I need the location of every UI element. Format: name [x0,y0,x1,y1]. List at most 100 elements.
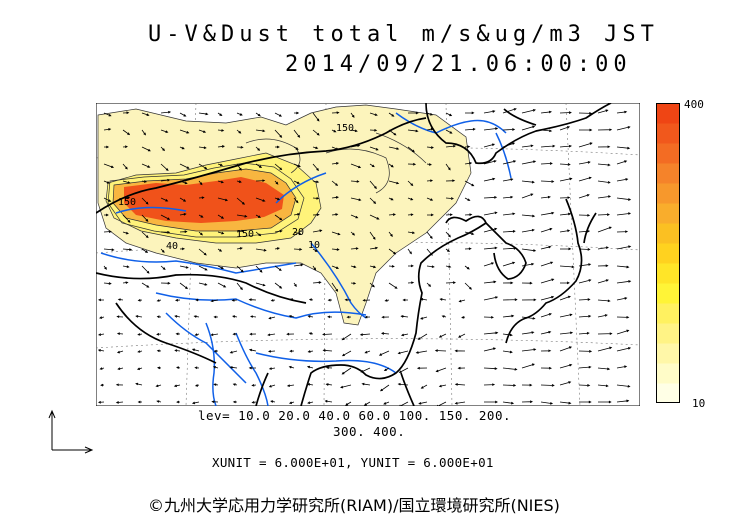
wind-arrow [416,366,428,370]
wind-arrow [156,332,162,336]
wind-arrow [502,108,517,114]
wind-arrow [198,231,203,236]
wind-arrow [616,280,632,284]
wind-arrow [306,365,314,369]
wind-arrow [420,297,428,301]
wind-arrow [194,366,200,370]
colorbar-cell [656,243,680,264]
wind-arrow [559,363,573,369]
colorbar-cell [656,343,680,364]
wind-arrow [160,129,169,133]
wind-arrow [137,350,143,353]
wind-arrow [217,197,229,202]
wind-arrow [540,227,553,233]
wind-arrow [407,162,417,166]
wind-arrow [436,401,447,406]
wind-arrow [231,298,238,302]
wind-arrow [445,129,453,134]
wind-arrow [160,230,171,234]
wind-arrow [597,180,611,184]
wind-arrow [369,214,380,220]
wind-arrow [293,282,297,287]
wind-arrow [117,367,124,371]
wind-arrow [217,112,223,117]
wind-arrow [156,299,162,302]
wind-arrow [540,278,555,284]
wind-arrow [141,129,147,136]
wind-arrow [464,213,473,216]
wind-arrow [268,316,276,320]
wind-arrow [388,213,396,216]
wind-arrow [251,383,257,387]
wind-arrow [122,281,129,285]
wind-arrow [255,282,266,287]
wind-arrow [407,146,415,153]
dust-map: 150 40 150 20 10 150 [96,103,640,406]
colorbar-cell [656,103,680,124]
wind-arrow [559,177,573,182]
wind-arrow [597,246,609,250]
wind-arrow [483,331,499,335]
wind-arrow [616,146,631,150]
wind-arrow [274,229,283,233]
wind-arrow [521,228,535,233]
wind-arrow [325,383,333,386]
wind-arrow [483,280,497,284]
wind-arrow [160,265,166,270]
colorbar-min-label: 10 [692,397,706,410]
colorbar-cell [656,303,680,324]
wind-arrow [502,128,516,131]
wind-arrow [616,297,628,301]
wind-arrow [270,298,276,302]
wind-arrow [211,400,219,404]
wind-arrow [363,401,371,406]
wind-arrow [331,282,339,292]
wind-arrow [388,163,394,168]
wind-arrow [350,129,358,133]
wind-arrow [160,248,165,253]
wind-arrow [540,110,552,114]
wind-arrow [578,384,591,387]
wind-arrow [540,195,551,199]
wind-arrow [340,384,352,389]
wind-arrow [274,197,281,201]
wind-vectors [97,108,632,406]
wind-arrow [445,281,456,284]
wind-arrow [293,248,303,251]
wind-arrow [502,350,513,354]
wind-arrow [198,129,207,133]
wind-arrow [98,298,105,302]
wind-arrow [175,332,181,336]
wind-arrow [381,315,390,319]
wind-arrow [312,146,319,150]
wind-arrow [217,129,225,132]
wind-arrow [141,197,149,205]
wind-arrow [99,316,105,319]
wind-arrow [141,146,151,152]
wind-arrow [597,213,610,216]
wind-arrow [331,111,340,115]
wind-arrow [294,111,300,115]
wind-arrow [454,349,466,353]
wind-arrow [559,229,571,233]
wind-arrow [407,213,414,217]
wind-arrow [293,163,301,168]
wind-arrow [388,180,400,185]
wind-arrow [578,176,592,182]
wind-arrow [179,146,185,150]
wind-arrow [445,231,451,238]
wind-arrow [445,144,457,148]
wind-arrow [540,180,555,183]
wind-arrow [540,261,554,267]
wind-arrow [521,383,533,387]
wind-arrow [236,112,243,116]
wind-arrow [540,313,552,318]
wind-arrow [388,112,395,117]
wind-arrow [578,161,591,165]
wind-arrow [174,315,181,318]
contour-label: 150 [336,123,354,134]
wind-arrow [483,110,496,114]
wind-arrow [251,400,257,404]
wind-arrow [350,144,361,148]
wind-arrow [445,112,453,117]
